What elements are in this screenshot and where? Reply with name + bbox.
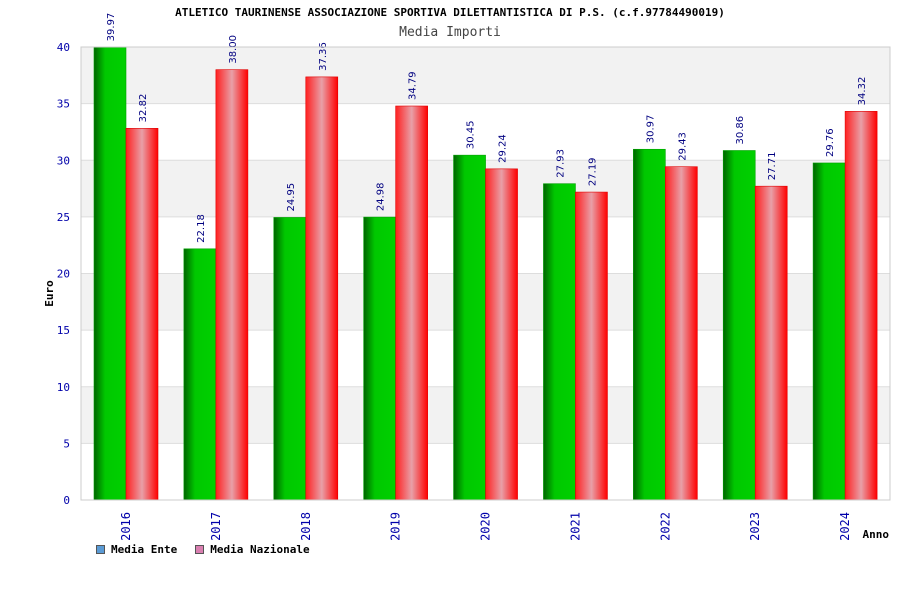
legend: Media Ente Media Nazionale xyxy=(96,543,310,556)
bar-ente xyxy=(273,217,307,501)
legend-item-ente: Media Ente xyxy=(96,543,177,556)
bar-ente xyxy=(722,150,756,501)
x-tick-label: 2023 xyxy=(748,512,762,541)
value-label: 27.93 xyxy=(555,149,566,178)
x-tick-label: 2017 xyxy=(209,512,223,541)
legend-label-ente: Media Ente xyxy=(111,543,178,556)
y-tick-label: 0 xyxy=(63,494,70,507)
bar-nazionale xyxy=(125,128,159,501)
bar-nazionale xyxy=(305,76,339,501)
legend-label-nazionale: Media Nazionale xyxy=(210,543,310,556)
value-label: 32.82 xyxy=(138,94,149,123)
value-label: 29.24 xyxy=(498,134,509,163)
y-tick-label: 20 xyxy=(57,268,70,281)
bar-nazionale xyxy=(844,111,878,501)
chart-subtitle: Media Importi xyxy=(399,25,501,40)
value-label: 24.98 xyxy=(376,182,387,211)
x-tick-label: 2024 xyxy=(838,512,852,541)
bar-nazionale xyxy=(575,191,608,501)
bar-ente xyxy=(812,162,846,501)
y-tick-label: 10 xyxy=(57,381,70,394)
x-tick-label: 2018 xyxy=(299,512,313,541)
bar-ente xyxy=(93,47,127,501)
grid-band xyxy=(81,47,890,104)
value-label: 29.43 xyxy=(677,132,688,161)
y-tick-label: 35 xyxy=(57,98,70,111)
bar-nazionale xyxy=(754,185,788,501)
value-label: 34.32 xyxy=(857,77,868,106)
legend-swatch-ente xyxy=(96,545,105,554)
y-tick-label: 40 xyxy=(57,41,70,54)
y-tick-label: 5 xyxy=(63,437,70,450)
bar-nazionale xyxy=(485,168,518,501)
bar-nazionale xyxy=(395,105,428,501)
value-label: 39.97 xyxy=(106,13,117,42)
x-axis-title: Anno xyxy=(863,528,890,541)
value-label: 30.86 xyxy=(735,116,746,145)
x-tick-label: 2019 xyxy=(389,512,403,541)
legend-item-nazionale: Media Nazionale xyxy=(195,543,310,556)
axes-group: 0 5 10 15 20 25 30 35 40 2016 2017 2018 2019 2020 2021… xyxy=(43,41,891,541)
value-label: 27.19 xyxy=(587,157,598,186)
value-label: 29.76 xyxy=(825,128,836,157)
bar-ente xyxy=(543,183,576,501)
legend-swatch-nazionale xyxy=(195,545,205,554)
plot-frame xyxy=(80,46,891,501)
bars-group xyxy=(93,47,878,501)
value-label: 37.36 xyxy=(318,42,329,71)
value-label: 38.00 xyxy=(228,35,239,64)
value-label: 24.95 xyxy=(286,183,297,212)
x-tick-label: 2020 xyxy=(479,512,493,541)
bar-ente xyxy=(453,154,486,501)
value-labels-group: 39.97 32.82 22.18 38.00 24.95 37.36 24.98 34.79… xyxy=(106,13,868,243)
bar-ente xyxy=(363,216,396,501)
y-tick-label: 25 xyxy=(57,211,70,224)
value-label: 34.79 xyxy=(408,71,419,100)
y-axis-title: Euro xyxy=(43,280,56,307)
bar-ente xyxy=(633,148,666,501)
x-tick-label: 2021 xyxy=(568,512,582,541)
bar-nazionale xyxy=(215,69,249,501)
value-label: 22.18 xyxy=(196,214,207,243)
x-tick-label: 2022 xyxy=(658,512,672,541)
bar-ente xyxy=(183,248,217,501)
x-tick-label: 2016 xyxy=(119,512,133,541)
bar-nazionale xyxy=(665,166,698,501)
y-tick-label: 30 xyxy=(57,154,70,167)
y-tick-label: 15 xyxy=(57,324,70,337)
value-label: 30.97 xyxy=(645,115,656,144)
chart-title: ATLETICO TAURINENSE ASSOCIAZIONE SPORTIV… xyxy=(175,6,725,19)
value-label: 30.45 xyxy=(466,121,477,150)
value-label: 27.71 xyxy=(767,152,778,181)
